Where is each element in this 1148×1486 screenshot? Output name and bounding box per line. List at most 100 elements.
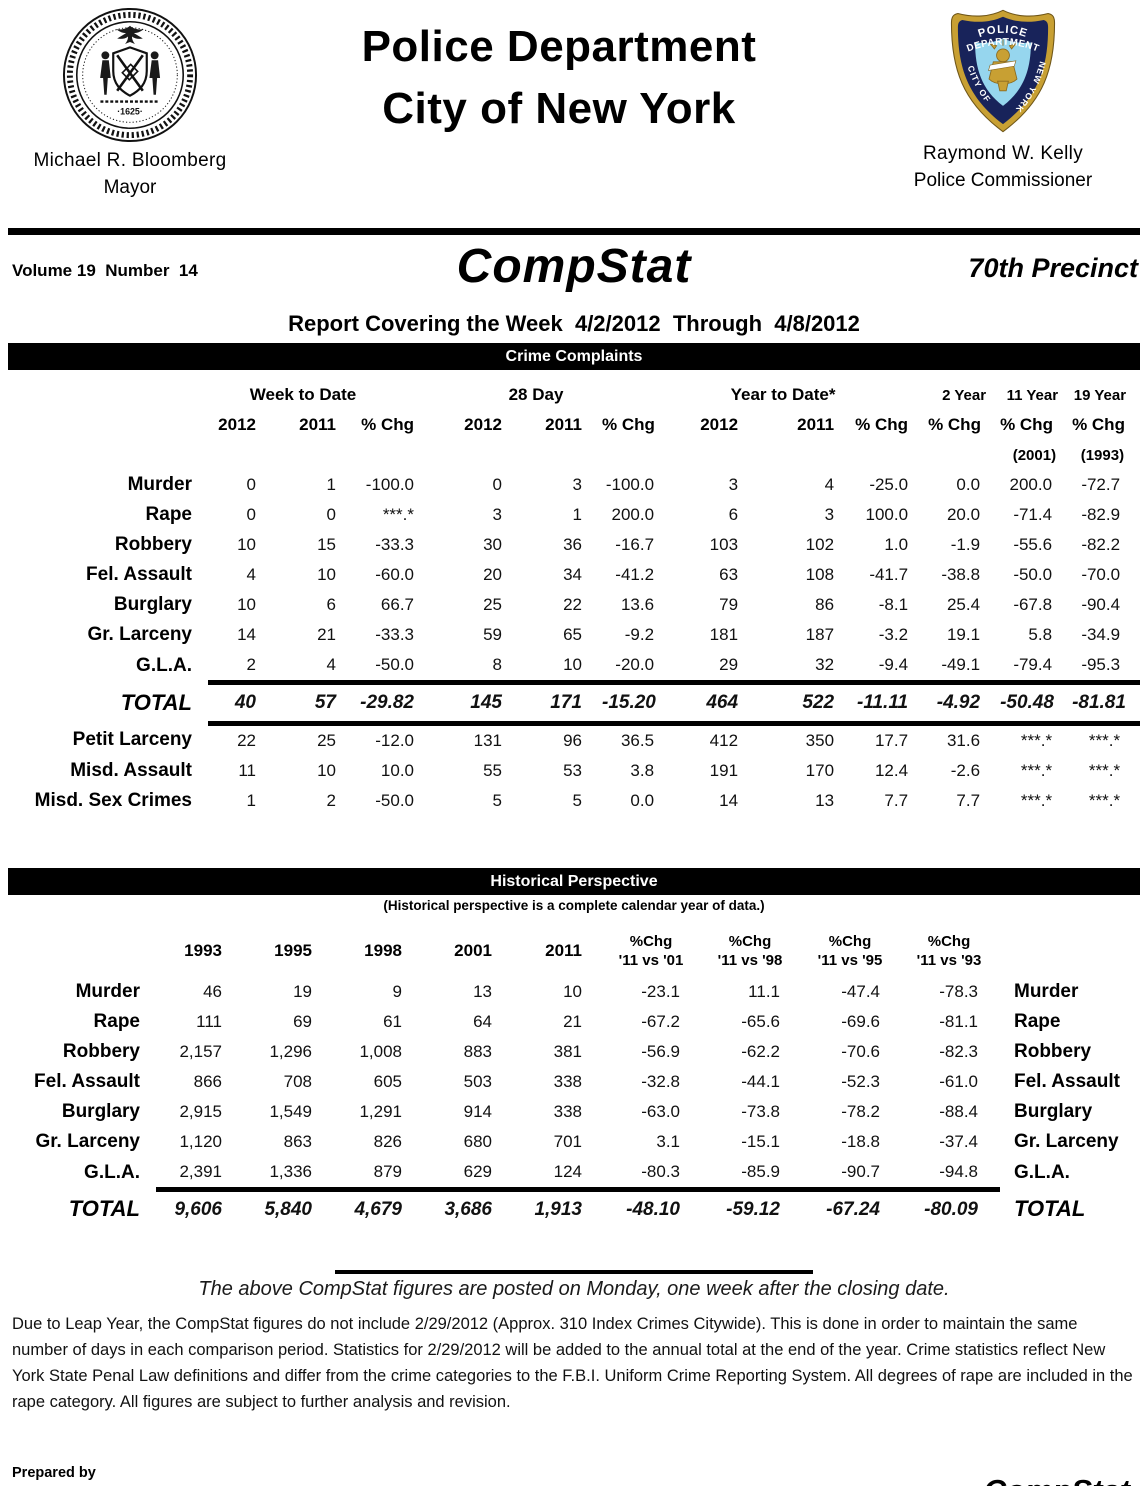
header-divider bbox=[8, 228, 1140, 235]
value-cell: 680 bbox=[463, 1132, 492, 1151]
table-row: Murder 46 19 9 13 10 -23.1 11.1 -47.4 -7… bbox=[8, 977, 1140, 1007]
nypd-patch-logo: POLICE DEPARTMENT CITY OF NEW YORK bbox=[950, 9, 1056, 133]
value-cell: 53 bbox=[563, 761, 582, 780]
value-cell: 866 bbox=[193, 1072, 222, 1091]
value-cell: 108 bbox=[805, 565, 835, 584]
value-cell: 200.0 bbox=[1009, 475, 1053, 494]
value-cell: -55.6 bbox=[1013, 535, 1053, 554]
value-cell: 32 bbox=[815, 655, 835, 674]
value-cell: -23.1 bbox=[641, 982, 680, 1001]
value-cell: -71.4 bbox=[1013, 505, 1053, 524]
value-cell: -49.1 bbox=[941, 655, 981, 674]
crime-category-label: Burglary bbox=[113, 594, 192, 615]
title-line-2: City of New York bbox=[382, 84, 736, 133]
value-cell: -82.9 bbox=[1081, 505, 1121, 524]
value-cell: 503 bbox=[463, 1072, 492, 1091]
group-header-row: Week to Date 28 Day Year to Date* 2 Year… bbox=[8, 380, 1140, 410]
value-cell: -52.3 bbox=[841, 1072, 880, 1091]
value-cell: 3 bbox=[824, 505, 835, 524]
value-cell: -78.2 bbox=[841, 1102, 880, 1121]
value-cell: -37.4 bbox=[939, 1132, 978, 1151]
total-cell: -29.82 bbox=[356, 680, 434, 726]
pct-chg-top: %Chg bbox=[927, 933, 971, 950]
commissioner-title: Police Commissioner bbox=[913, 170, 1093, 191]
historical-table: 1993 1995 1998 2001 2011 %Chg '11 vs '01… bbox=[8, 925, 1140, 1228]
coverage-period-label: Report Covering the Week 4/2/2012 Throug… bbox=[288, 311, 860, 336]
crime-category-label-left: Burglary bbox=[61, 1101, 140, 1122]
pct-chg-bottom: '11 vs '95 bbox=[817, 952, 883, 969]
report-header: ·1625· Michael R. Bloomberg Mayor Police… bbox=[0, 0, 1148, 228]
value-cell: 1,008 bbox=[359, 1042, 402, 1061]
col-header: 2011 bbox=[299, 415, 336, 434]
value-cell: -100.0 bbox=[365, 475, 414, 494]
value-cell: 381 bbox=[553, 1042, 582, 1061]
table-row: Murder 0 1 -100.0 0 3 -100.0 3 4 -25.0 0… bbox=[8, 470, 1140, 500]
value-cell: 10 bbox=[317, 761, 336, 780]
value-cell: -78.3 bbox=[939, 982, 978, 1001]
value-cell: 63 bbox=[719, 565, 739, 584]
col-header: % Chg bbox=[855, 415, 909, 434]
value-cell: 79 bbox=[719, 595, 739, 614]
col-header: 1993 bbox=[184, 941, 222, 960]
value-cell: 13.6 bbox=[620, 595, 655, 614]
value-cell: 914 bbox=[463, 1102, 492, 1121]
value-cell: -90.4 bbox=[1081, 595, 1121, 614]
value-cell: 0 bbox=[246, 505, 256, 524]
value-cell: 1,336 bbox=[269, 1162, 312, 1181]
total-cell: 145 bbox=[434, 680, 522, 726]
value-cell: -38.8 bbox=[941, 565, 981, 584]
value-cell: -16.7 bbox=[615, 535, 655, 554]
value-cell: ***.* bbox=[382, 505, 414, 524]
prepared-by-block: Prepared by NYPD CompStat Unit bbox=[12, 1461, 157, 1486]
value-cell: 2,157 bbox=[179, 1042, 222, 1061]
value-cell: -3.2 bbox=[878, 625, 909, 644]
volume-number-label: Volume 19 Number 14 bbox=[12, 261, 198, 280]
value-cell: -61.0 bbox=[939, 1072, 978, 1091]
value-cell: 102 bbox=[805, 535, 835, 554]
value-cell: 605 bbox=[373, 1072, 402, 1091]
value-cell: -41.7 bbox=[869, 565, 909, 584]
value-cell: 708 bbox=[283, 1072, 312, 1091]
value-cell: 30 bbox=[483, 535, 502, 554]
col-header: 2011 bbox=[545, 415, 582, 434]
value-cell: 187 bbox=[805, 625, 835, 644]
compstat-title: CompStat bbox=[456, 240, 692, 293]
seal-eagle bbox=[116, 25, 144, 44]
value-cell: -94.8 bbox=[939, 1162, 978, 1181]
crime-category-label: Misd. Sex Crimes bbox=[34, 790, 192, 811]
value-cell: 1.0 bbox=[884, 535, 909, 554]
pct-chg-top: %Chg bbox=[828, 933, 872, 950]
value-cell: 96 bbox=[563, 731, 582, 750]
col-subheader-1993: (1993) bbox=[1080, 446, 1125, 464]
value-cell: -82.3 bbox=[939, 1042, 978, 1061]
crime-category-label-left: Gr. Larceny bbox=[35, 1131, 140, 1152]
group-11-year: 11 Year bbox=[1006, 386, 1059, 404]
value-cell: -12.0 bbox=[375, 731, 414, 750]
crime-table-header: Week to Date 28 Day Year to Date* 2 Year… bbox=[8, 380, 1140, 470]
value-cell: 11.1 bbox=[748, 982, 780, 1001]
value-cell: -25.0 bbox=[869, 475, 909, 494]
value-cell: -69.6 bbox=[841, 1012, 880, 1031]
value-cell: 86 bbox=[815, 595, 835, 614]
total-label: TOTAL bbox=[120, 690, 192, 715]
total-cell: -15.20 bbox=[602, 680, 675, 726]
value-cell: 883 bbox=[463, 1042, 492, 1061]
value-cell: 103 bbox=[709, 535, 739, 554]
value-cell: ***.* bbox=[1088, 731, 1121, 750]
value-cell: 4 bbox=[824, 475, 835, 494]
col-header: 2001 bbox=[454, 941, 492, 960]
title-line-1: Police Department bbox=[361, 22, 757, 71]
col-header-pct-chg: %Chg '11 vs '95 bbox=[802, 925, 902, 977]
value-cell: 64 bbox=[473, 1012, 492, 1031]
group-19-year: 19 Year bbox=[1073, 386, 1127, 404]
value-cell: -70.0 bbox=[1081, 565, 1121, 584]
total-row: TOTAL 40 57 -29.82 145 171 -15.20 464 52… bbox=[8, 680, 1141, 726]
value-cell: 124 bbox=[553, 1162, 582, 1181]
value-cell: 131 bbox=[473, 731, 502, 750]
value-cell: 0.0 bbox=[630, 791, 655, 810]
value-cell: 11 bbox=[238, 761, 256, 780]
value-cell: -9.2 bbox=[624, 625, 655, 644]
value-cell: 3 bbox=[572, 475, 582, 494]
value-cell: 1,120 bbox=[179, 1132, 222, 1151]
value-cell: 0 bbox=[492, 475, 502, 494]
